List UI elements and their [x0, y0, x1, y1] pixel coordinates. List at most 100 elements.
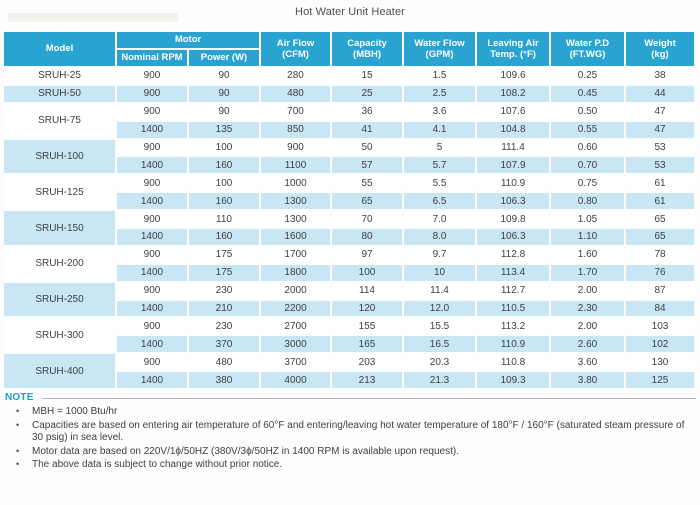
model-cell: SRUH-50 — [4, 85, 117, 104]
data-cell: 21.3 — [404, 372, 478, 391]
data-cell: 165 — [332, 336, 405, 355]
data-cell: 5.5 — [404, 175, 478, 194]
data-cell: 70 — [332, 211, 405, 230]
data-cell: 36 — [332, 103, 405, 122]
data-cell: 110.9 — [477, 175, 552, 194]
data-cell: 1400 — [117, 157, 189, 176]
data-cell: 112.8 — [477, 246, 552, 265]
spec-table-container: Model Motor Air Flow (CFM) Capacity (MBH… — [4, 32, 697, 391]
data-cell: 850 — [261, 121, 333, 140]
data-cell: 87 — [626, 282, 697, 301]
data-cell: 41 — [332, 121, 405, 140]
note-item: MBH = 1000 Btu/hr — [16, 406, 696, 419]
model-cell: SRUH-150 — [4, 211, 117, 247]
note-list: MBH = 1000 Btu/hrCapacities are based on… — [5, 406, 696, 472]
data-cell: 20.3 — [404, 354, 478, 373]
data-cell: 11.4 — [404, 282, 478, 301]
data-cell: 110 — [189, 211, 262, 230]
table-row: SRUH-150 900 110 1300 70 7.0 109.8 1.05 65 — [4, 211, 697, 247]
data-cell: 97 — [332, 246, 405, 265]
data-cell: 2.00 — [551, 282, 627, 301]
data-cell: 76 — [626, 264, 697, 283]
table-row: SRUH-200 900 175 1700 97 9.7 112.8 1.60 78 — [4, 246, 697, 283]
data-cell: 1800 — [261, 264, 333, 283]
col-header-capacity-line2: (MBH) — [353, 49, 381, 60]
table-row: 1400 370 3000 165 16.5 110.9 2.60 102 — [4, 336, 697, 355]
data-cell: 110.9 — [477, 336, 552, 355]
data-cell: 15 — [332, 68, 405, 86]
data-cell: 53 — [626, 157, 697, 176]
data-cell: 16.5 — [404, 336, 478, 355]
data-cell: 78 — [626, 246, 697, 265]
data-cell: 5.7 — [404, 157, 478, 176]
data-cell: 1600 — [261, 229, 333, 247]
data-cell: 114 — [332, 282, 405, 301]
data-cell: 230 — [189, 282, 262, 301]
col-header-motor-group: Motor — [117, 32, 262, 50]
data-cell: 1.5 — [404, 68, 478, 86]
data-cell: 90 — [189, 103, 262, 122]
data-cell: 0.50 — [551, 103, 627, 122]
data-cell: 1400 — [117, 336, 189, 355]
data-cell: 107.6 — [477, 103, 552, 122]
data-cell: 370 — [189, 336, 262, 355]
data-cell: 100 — [332, 264, 405, 283]
col-header-leaving-air-temp: Leaving Air Temp. (°F) — [477, 32, 552, 68]
data-cell: 3.6 — [404, 103, 478, 122]
table-row: SRUH-75 900 90 700 36 3.6 107.6 0.50 47 — [4, 103, 697, 140]
note-divider-line — [41, 397, 696, 399]
data-cell: 230 — [189, 318, 262, 337]
data-cell: 110.5 — [477, 300, 552, 319]
data-cell: 213 — [332, 372, 405, 391]
data-cell: 5 — [404, 139, 478, 158]
col-header-leaving-air-temp-line1: Leaving Air — [487, 37, 539, 49]
data-cell: 44 — [626, 85, 697, 104]
data-cell: 106.3 — [477, 193, 552, 212]
data-cell: 103 — [626, 318, 697, 337]
data-cell: 2.5 — [404, 85, 478, 104]
table-row: SRUH-50 900 90 480 25 2.5 108.2 0.45 44 — [4, 85, 697, 104]
col-header-water-flow: Water Flow (GPM) — [404, 32, 478, 68]
data-cell: 480 — [189, 354, 262, 373]
note-item: Motor data are based on 220V/1ϕ/50HZ (38… — [16, 446, 696, 459]
data-cell: 47 — [626, 121, 697, 140]
data-cell: 1.05 — [551, 211, 627, 230]
col-header-capacity: Capacity (MBH) — [332, 32, 405, 68]
data-cell: 109.3 — [477, 372, 552, 391]
data-cell: 1400 — [117, 121, 189, 140]
data-cell: 2.60 — [551, 336, 627, 355]
note-item: The above data is subject to change with… — [16, 459, 696, 472]
data-cell: 2.30 — [551, 300, 627, 319]
data-cell: 203 — [332, 354, 405, 373]
data-cell: 900 — [117, 85, 189, 104]
data-cell: 1700 — [261, 246, 333, 265]
page-title: Hot Water Unit Heater — [295, 6, 405, 18]
data-cell: 900 — [117, 282, 189, 301]
data-cell: 107.9 — [477, 157, 552, 176]
data-cell: 0.70 — [551, 157, 627, 176]
table-row: SRUH-100 900 100 900 50 5 111.4 0.60 53 — [4, 139, 697, 176]
data-cell: 7.0 — [404, 211, 478, 230]
col-header-water-pd-line2: (FT.WG) — [569, 49, 606, 60]
data-cell: 480 — [261, 85, 333, 104]
col-header-weight-line1: Weight — [644, 37, 676, 49]
data-cell: 900 — [117, 175, 189, 194]
data-cell: 900 — [117, 139, 189, 158]
col-header-water-flow-line1: Water Flow — [414, 37, 465, 49]
data-cell: 10 — [404, 264, 478, 283]
table-row: 1400 160 1100 57 5.7 107.9 0.70 53 — [4, 157, 697, 176]
data-cell: 47 — [626, 103, 697, 122]
model-cell: SRUH-100 — [4, 139, 117, 176]
data-cell: 50 — [332, 139, 405, 158]
table-row: SRUH-250 900 230 2000 114 11.4 112.7 2.00 87 — [4, 282, 697, 319]
col-header-air-flow-line1: Air Flow — [276, 37, 315, 49]
data-cell: 280 — [261, 68, 333, 86]
model-cell: SRUH-125 — [4, 175, 117, 212]
data-cell: 102 — [626, 336, 697, 355]
data-cell: 38 — [626, 68, 697, 86]
data-cell: 1300 — [261, 211, 333, 230]
data-cell: 0.75 — [551, 175, 627, 194]
data-cell: 160 — [189, 229, 262, 247]
data-cell: 700 — [261, 103, 333, 122]
model-cell: SRUH-75 — [4, 103, 117, 140]
